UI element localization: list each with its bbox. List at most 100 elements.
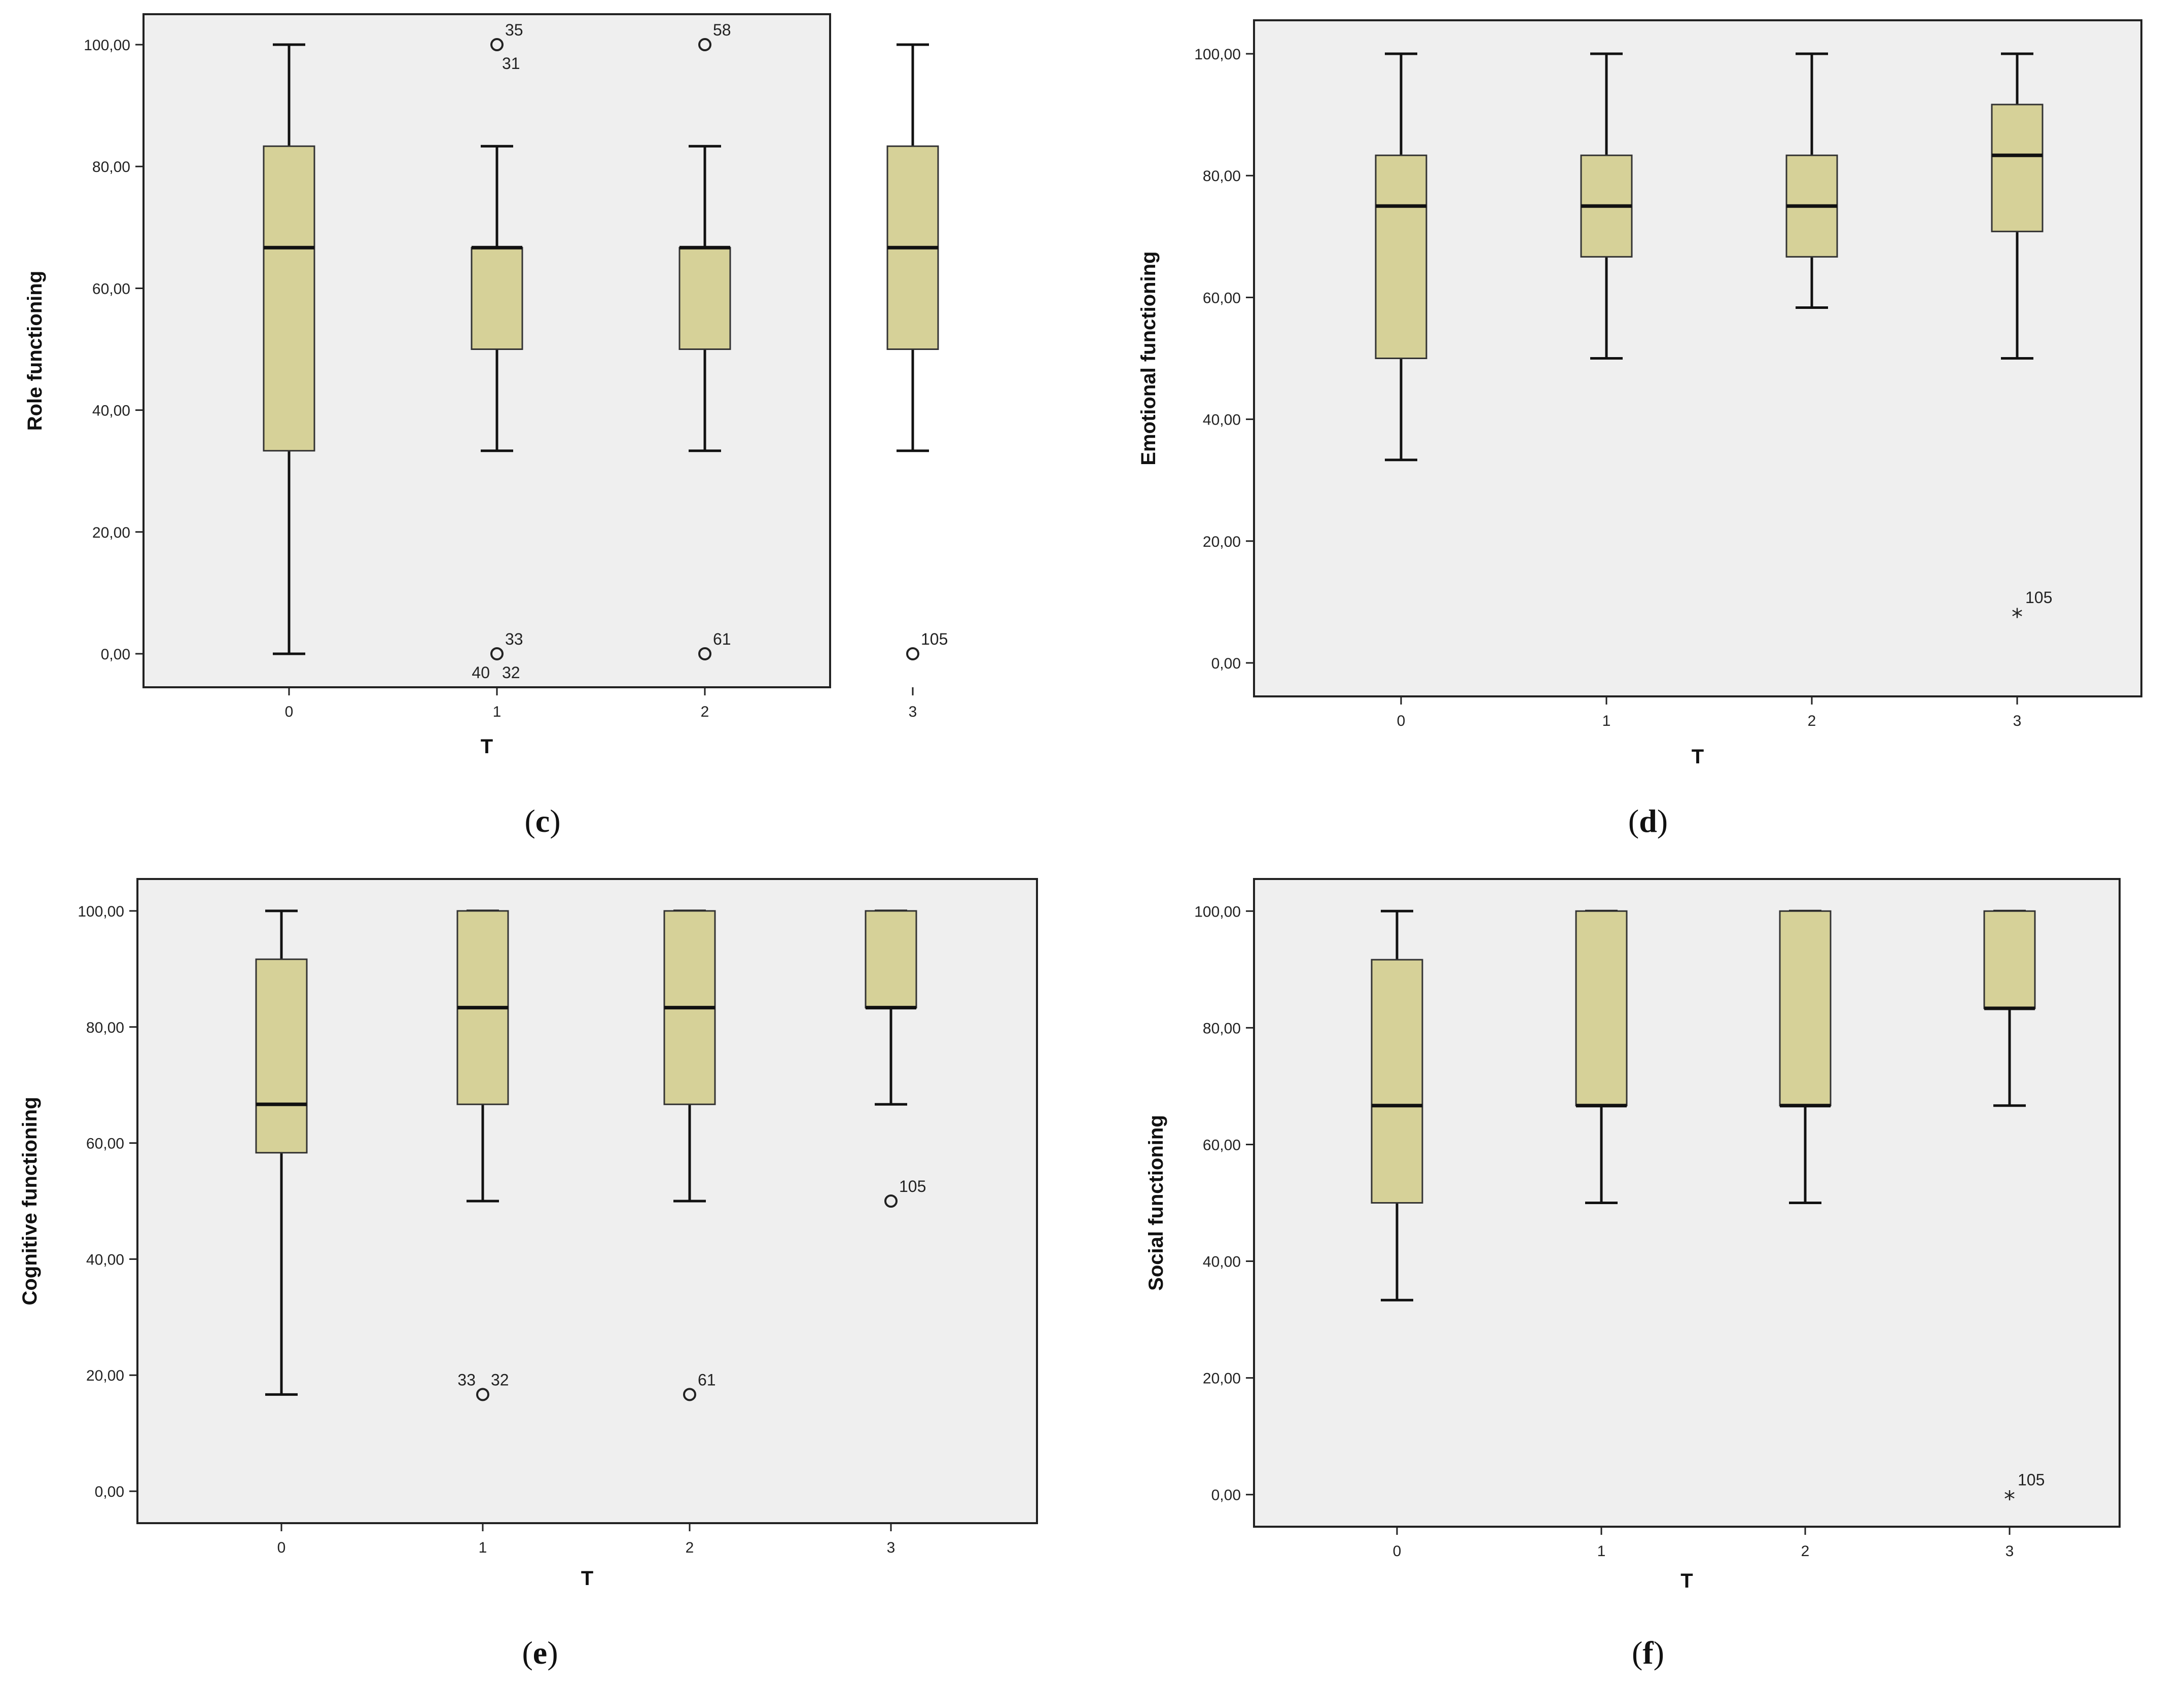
x-axis-title: T	[1692, 746, 1704, 768]
box-category-2	[678, 145, 731, 452]
outlier: 105	[906, 630, 948, 660]
iqr-box	[263, 145, 315, 452]
panel-label: (d)	[1628, 803, 1668, 839]
box-category-2	[663, 909, 716, 1203]
box-category-3	[865, 909, 917, 1106]
iqr-box	[1991, 103, 2044, 232]
panel-label-open: (	[524, 803, 535, 839]
panel-label-close: )	[547, 1635, 558, 1671]
outlier-circle-marker	[698, 647, 711, 660]
iqr-box	[1575, 910, 1628, 1107]
x-axis-title: T	[1680, 1570, 1693, 1592]
panel-c: 0,00 20,00 40,00 60,00 80,00 100,00 0 1 2 3 T Role …	[24, 13, 948, 839]
panel-label-close: )	[1657, 803, 1668, 839]
panel-label: (f)	[1632, 1635, 1664, 1671]
x-tick-label: 2	[686, 1539, 694, 1556]
x-tick-label: 1	[1602, 713, 1611, 729]
x-tick-label: 0	[277, 1539, 286, 1556]
panel-d: 0,00 20,00 40,00 60,00 80,00 100,00 0 1 2 3 T Emoti…	[1137, 19, 2142, 839]
panel-f: 0,00 20,00 40,00 60,00 80,00 100,00 0 1 2 3 T Socia…	[1145, 878, 2121, 1671]
y-tick-label: 60,00	[1203, 1137, 1241, 1153]
outlier: 61	[698, 630, 731, 660]
box-category-3	[1991, 52, 2044, 360]
y-tick-label: 0,00	[1211, 655, 1241, 672]
x-tick-label: 3	[2013, 713, 2022, 729]
iqr-box	[1375, 154, 1427, 359]
outlier-case-label: 58	[713, 21, 731, 39]
y-tick-label: 20,00	[1203, 534, 1241, 550]
y-tick-label: 80,00	[1203, 1020, 1241, 1037]
y-tick-label: 0,00	[1211, 1487, 1241, 1504]
y-tick-label: 20,00	[92, 524, 130, 541]
iqr-box	[1983, 910, 2036, 1009]
outlier-case-label: 33	[457, 1370, 476, 1389]
x-axis-title: T	[481, 735, 493, 758]
y-tick-label: 60,00	[92, 280, 130, 297]
panel-label-open: (	[522, 1635, 532, 1671]
box-category-0	[263, 43, 315, 655]
y-axis-title: Cognitive functioning	[19, 1097, 41, 1305]
x-tick-label: 2	[1808, 713, 1816, 729]
y-tick-label: 80,00	[92, 159, 130, 175]
outlier-case-label: 31	[502, 54, 520, 73]
box-category-1	[1575, 909, 1628, 1204]
panel-label-close: )	[1654, 1635, 1664, 1671]
outlier-case-label: 32	[502, 663, 520, 682]
x-tick-label: 1	[1597, 1543, 1606, 1560]
box-category-1	[456, 909, 509, 1203]
y-tick-label: 0,00	[95, 1484, 124, 1500]
plot-area	[142, 13, 831, 688]
y-axis-title: Role functioning	[24, 271, 46, 431]
outlier-case-label: 105	[2025, 588, 2052, 607]
y-tick-label: 0,00	[101, 646, 130, 663]
y-tick-label: 40,00	[86, 1251, 124, 1268]
y-tick-label: 20,00	[1203, 1370, 1241, 1387]
y-tick-label: 40,00	[1203, 1254, 1241, 1271]
box-category-0	[1375, 52, 1427, 462]
outlier-case-label: 32	[491, 1370, 509, 1389]
box-category-1	[471, 145, 523, 452]
x-tick-label: 2	[1801, 1543, 1810, 1560]
iqr-box	[471, 247, 523, 350]
box-category-0	[1371, 909, 1423, 1302]
outlier-case-label: 61	[713, 630, 731, 648]
box-category-0	[255, 909, 308, 1396]
panel-label-letter: d	[1639, 803, 1657, 839]
box-category-1	[1580, 52, 1633, 360]
y-tick-label: 60,00	[86, 1136, 124, 1152]
y-tick-label: 80,00	[1203, 168, 1241, 185]
outlier: *105	[2012, 588, 2052, 630]
outlier-circle-marker	[698, 38, 711, 52]
outlier-case-label: 33	[505, 630, 523, 648]
outlier-star-marker: *	[2012, 604, 2023, 630]
outlier-circle-marker	[476, 1388, 489, 1401]
x-tick-label: 3	[2006, 1543, 2014, 1560]
y-tick-label: 20,00	[86, 1367, 124, 1384]
y-tick-label: 40,00	[1203, 412, 1241, 429]
outlier-circle-marker	[884, 1194, 898, 1208]
y-tick-label: 60,00	[1203, 290, 1241, 306]
x-tick-label: 3	[887, 1539, 896, 1556]
outlier-circle-marker	[490, 38, 504, 52]
panel-label-letter: f	[1642, 1635, 1654, 1671]
outlier: 33 40 32	[472, 630, 523, 682]
panel-label-letter: c	[535, 803, 550, 839]
y-axis-title: Social functioning	[1145, 1115, 1167, 1291]
outlier: 61	[683, 1370, 716, 1401]
outlier-circle-marker	[906, 647, 919, 660]
x-tick-label: 1	[479, 1539, 487, 1556]
panel-label-close: )	[550, 803, 560, 839]
outlier: 35 31	[490, 21, 523, 73]
y-tick-label: 100,00	[1194, 903, 1241, 920]
outlier: 105	[884, 1177, 926, 1208]
y-tick-label: 80,00	[86, 1019, 124, 1036]
panel-e: 0,00 20,00 40,00 60,00 80,00 100,00 0 1 2 3 T Cogni…	[19, 878, 1038, 1671]
box-category-2	[1785, 52, 1838, 309]
outlier-star-marker: *	[2004, 1487, 2015, 1513]
panel-label-letter: e	[533, 1635, 547, 1671]
outlier-circle-marker	[490, 647, 504, 660]
box-category-3	[1983, 909, 2036, 1107]
x-tick-label: 0	[285, 704, 294, 720]
x-tick-label: 0	[1393, 1543, 1402, 1560]
y-axis-title: Emotional functioning	[1137, 251, 1160, 465]
